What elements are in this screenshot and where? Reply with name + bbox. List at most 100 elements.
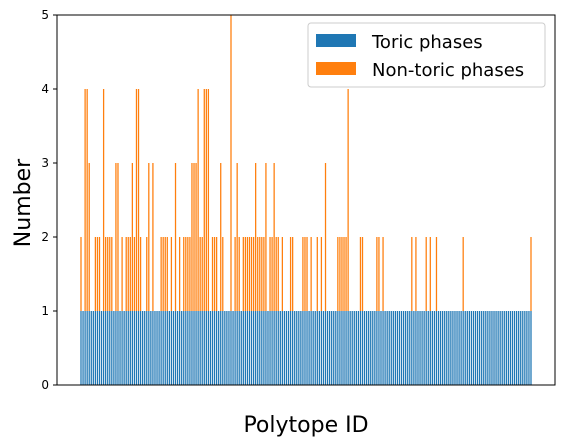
bar-toric (131, 311, 133, 385)
bar-toric (250, 311, 253, 385)
bar-toric (199, 311, 201, 385)
bar-toric (168, 311, 170, 385)
bar-toric (236, 311, 238, 385)
bar-toric (125, 311, 127, 385)
bar-non-toric (246, 237, 249, 311)
bar-toric (205, 311, 207, 385)
bar-toric (372, 311, 374, 385)
bar-toric (271, 311, 273, 385)
bar-non-toric (292, 237, 294, 311)
bar-toric (222, 311, 224, 385)
bar-toric (304, 311, 306, 385)
bar-non-toric (205, 89, 207, 311)
bar-toric (220, 311, 222, 385)
bar-toric (425, 311, 427, 385)
bar-non-toric (127, 237, 129, 311)
bar-toric (349, 311, 351, 385)
bar-toric (193, 311, 195, 385)
bar-toric (378, 311, 380, 385)
legend: Toric phases Non-toric phases (307, 22, 546, 88)
bar-toric (115, 311, 117, 385)
bar-toric (90, 311, 92, 385)
bar-non-toric (215, 237, 218, 311)
bar-toric (509, 311, 512, 385)
bar-toric (158, 311, 160, 385)
bar-toric (376, 311, 378, 385)
bar-toric (351, 311, 353, 385)
bar-toric (164, 311, 166, 385)
bar-toric (154, 311, 156, 385)
bar-toric (263, 311, 265, 385)
bar-toric (520, 311, 522, 385)
bar-non-toric (94, 237, 97, 311)
bar-toric (456, 311, 458, 385)
bar-toric (324, 311, 327, 385)
bar-toric (314, 311, 316, 385)
bar-toric (215, 311, 218, 385)
bar-toric (283, 311, 286, 385)
bar-non-toric (378, 237, 380, 311)
bar-toric (439, 311, 442, 385)
bar-non-toric (84, 89, 86, 311)
bar-non-toric (199, 237, 201, 311)
bar-non-toric (211, 237, 214, 311)
bar-toric (135, 311, 138, 385)
bar-toric (86, 311, 88, 385)
bar-toric (203, 311, 205, 385)
bar-toric (176, 311, 179, 385)
bar-toric (166, 311, 168, 385)
bar-toric (452, 311, 454, 385)
bar-toric (392, 311, 394, 385)
bar-toric (528, 311, 530, 385)
bar-non-toric (345, 237, 347, 311)
bar-toric (148, 311, 150, 385)
bar-non-toric (343, 237, 345, 311)
bar-non-toric (382, 237, 384, 311)
bar-non-toric (257, 237, 259, 311)
bar-toric (107, 311, 109, 385)
bar-toric (98, 311, 101, 385)
bar-toric (257, 311, 259, 385)
legend-swatch-non-toric (316, 62, 356, 75)
bar-toric (431, 311, 433, 385)
bar-non-toric (324, 163, 327, 311)
bar-toric (402, 311, 405, 385)
bar-non-toric (105, 237, 107, 311)
bar-toric (331, 311, 333, 385)
bar-toric (162, 311, 164, 385)
bar-toric (526, 311, 528, 385)
bar-non-toric (166, 237, 168, 311)
bar-toric (530, 311, 532, 385)
bar-toric (468, 311, 470, 385)
bar-toric (513, 311, 516, 385)
bar-non-toric (203, 89, 205, 311)
bar-toric (328, 311, 331, 385)
bar-toric (421, 311, 423, 385)
bar-toric (411, 311, 413, 385)
bar-toric (370, 311, 372, 385)
bar-toric (172, 311, 175, 385)
bar-toric (398, 311, 401, 385)
bar-toric (246, 311, 249, 385)
bar-non-toric (162, 237, 164, 311)
bar-toric (218, 311, 220, 385)
bar-toric (415, 311, 417, 385)
bar-toric (84, 311, 86, 385)
bar-non-toric (187, 237, 189, 311)
bar-non-toric (86, 89, 88, 311)
bar-non-toric (277, 237, 279, 311)
bar-toric (347, 311, 349, 385)
bar-toric (518, 311, 520, 385)
bar-toric (117, 311, 119, 385)
legend-swatch-toric (316, 34, 356, 47)
bar-toric (407, 311, 409, 385)
bar-toric (275, 311, 277, 385)
bar-non-toric (185, 237, 187, 311)
axes-frame (56, 14, 556, 386)
bar-non-toric (131, 163, 133, 311)
bar-toric (386, 311, 388, 385)
bar-toric (111, 311, 113, 385)
bar-toric (522, 311, 524, 385)
bar-non-toric (376, 237, 378, 311)
bar-non-toric (261, 237, 263, 311)
